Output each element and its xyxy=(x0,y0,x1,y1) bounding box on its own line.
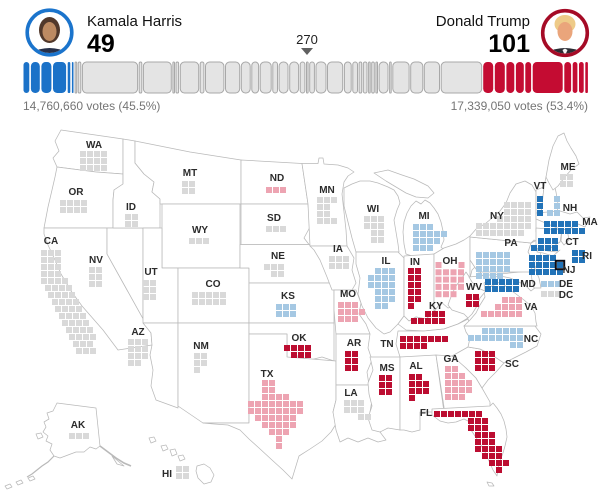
svg-text:MT: MT xyxy=(183,168,197,179)
svg-text:RI: RI xyxy=(582,251,592,262)
svg-text:OH: OH xyxy=(443,256,458,267)
svg-text:DE: DE xyxy=(559,279,573,290)
svg-text:LA: LA xyxy=(344,388,357,399)
svg-text:WI: WI xyxy=(367,204,379,215)
svg-text:NH: NH xyxy=(563,203,577,214)
svg-text:VA: VA xyxy=(524,302,537,313)
svg-text:KS: KS xyxy=(281,291,295,302)
svg-text:AZ: AZ xyxy=(131,327,144,338)
svg-text:MO: MO xyxy=(340,289,356,300)
svg-text:CT: CT xyxy=(565,237,578,248)
svg-text:SD: SD xyxy=(267,213,281,224)
svg-text:PA: PA xyxy=(504,238,517,249)
svg-text:SC: SC xyxy=(505,359,519,370)
svg-text:DC: DC xyxy=(559,290,573,301)
svg-text:MN: MN xyxy=(319,185,335,196)
svg-text:VT: VT xyxy=(534,181,547,192)
svg-text:IN: IN xyxy=(410,257,420,268)
svg-text:IA: IA xyxy=(333,244,343,255)
svg-text:MD: MD xyxy=(520,279,536,290)
svg-text:ND: ND xyxy=(270,173,284,184)
svg-text:GA: GA xyxy=(444,354,459,365)
svg-text:MS: MS xyxy=(380,363,395,374)
svg-text:ME: ME xyxy=(561,162,576,173)
svg-text:WV: WV xyxy=(466,282,482,293)
svg-text:OR: OR xyxy=(69,187,85,198)
svg-text:AR: AR xyxy=(347,338,362,349)
svg-text:UT: UT xyxy=(144,267,157,278)
svg-text:OK: OK xyxy=(292,333,308,344)
svg-text:NM: NM xyxy=(193,341,209,352)
svg-text:IL: IL xyxy=(382,256,391,267)
svg-text:WA: WA xyxy=(86,140,102,151)
svg-text:NV: NV xyxy=(89,255,103,266)
svg-text:FL: FL xyxy=(420,408,432,419)
svg-text:AK: AK xyxy=(71,420,86,431)
svg-text:AL: AL xyxy=(409,361,422,372)
svg-text:TN: TN xyxy=(380,339,393,350)
svg-text:HI: HI xyxy=(162,469,172,480)
svg-text:KY: KY xyxy=(429,301,443,312)
svg-text:NC: NC xyxy=(524,334,538,345)
svg-text:MI: MI xyxy=(418,211,429,222)
svg-text:NE: NE xyxy=(271,251,285,262)
svg-text:MA: MA xyxy=(582,217,598,228)
svg-text:CO: CO xyxy=(206,279,221,290)
svg-text:ID: ID xyxy=(126,202,136,213)
svg-text:CA: CA xyxy=(44,236,58,247)
svg-text:NY: NY xyxy=(490,211,504,222)
svg-text:TX: TX xyxy=(261,369,274,380)
svg-text:NJ: NJ xyxy=(563,265,576,276)
svg-text:WY: WY xyxy=(192,225,208,236)
